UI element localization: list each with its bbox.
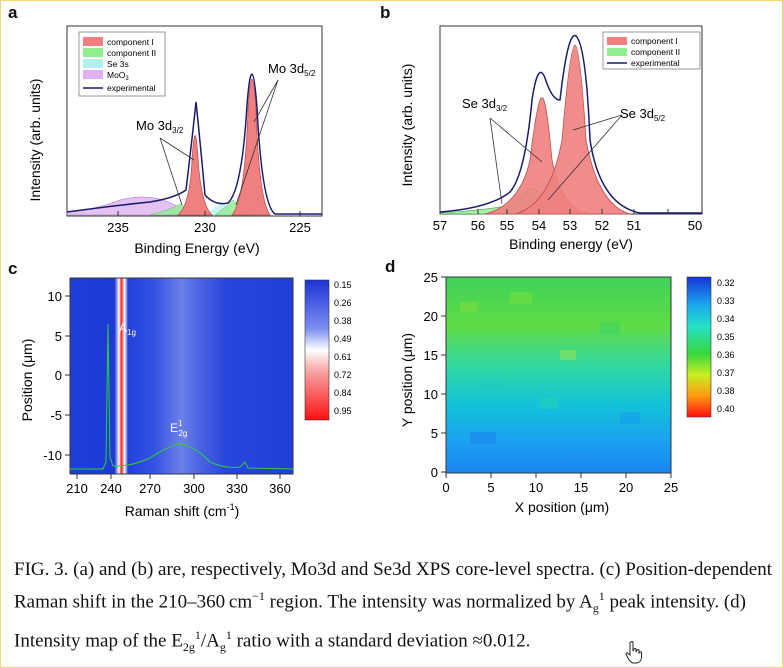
legend-a-component-ii: component II (107, 48, 156, 58)
panel-c-ylabel: Position (μm) (19, 339, 35, 422)
colorbar-c-label: 0.49 (334, 334, 352, 344)
legend-a-se3s: Se 3s (107, 59, 129, 69)
panel-d-xtick: 25 (664, 480, 678, 495)
panel-a-xtick: 225 (289, 220, 311, 235)
component-i-a-mo3d52 (231, 78, 271, 216)
panel-d-intensity-map: Y position (μm) 25 20 15 10 5 0 0 5 10 1… (399, 270, 735, 515)
panel-d-xtick: 5 (487, 480, 494, 495)
panel-d-ytick: 10 (424, 387, 438, 402)
annotation-se3d52: Se 3d5/2 (620, 106, 666, 123)
colorbar-d-label: 0.35 (717, 332, 735, 342)
panel-b-xtick: 57 (433, 218, 447, 233)
annotation-se3d32: Se 3d3/2 (462, 96, 508, 113)
panel-c-xtick: 360 (269, 481, 291, 496)
panel-c-ytick: -5 (50, 408, 62, 423)
panel-d-ytick: 15 (424, 348, 438, 363)
legend-b-component-i: component I (631, 36, 678, 46)
colorbar-c-label: 0.38 (334, 316, 352, 326)
panel-c-ytick: 10 (48, 289, 62, 304)
panel-c-xtick: 330 (226, 481, 248, 496)
panel-d-xtick: 15 (574, 480, 588, 495)
panel-d-xtick: 20 (619, 480, 633, 495)
panel-d-ylabel: Y position (μm) (399, 333, 415, 427)
panel-c-ytick: -10 (43, 448, 62, 463)
colorbar-d-label: 0.34 (717, 314, 735, 324)
colorbar-c-label: 0.72 (334, 370, 352, 380)
panel-b-xtick: 54 (532, 218, 546, 233)
colorbar-d-label: 0.38 (717, 386, 735, 396)
panel-c-letter: c (8, 259, 18, 278)
panel-c-xtick: 210 (66, 481, 88, 496)
heatmap-texture (460, 292, 640, 452)
annotation-mo3d32: Mo 3d3/2 (136, 118, 184, 135)
panel-b-xtick: 50 (688, 218, 702, 233)
panel-a-xtick: 230 (194, 220, 216, 235)
hand-pointer-icon (625, 641, 642, 664)
panel-b-xps-se3d: Intensity (arb. units) 57 56 55 54 53 52… (399, 25, 703, 252)
colorbar-c-label: 0.95 (334, 406, 352, 416)
panel-d-xtick: 10 (529, 480, 543, 495)
peak-e2g-label: E1 2g (170, 419, 187, 438)
colorbar-c-label: 0.15 (334, 280, 352, 290)
peak-a1g-label: A1g (119, 321, 136, 337)
panel-d-colorbar (686, 276, 712, 418)
panel-d-ytick: 20 (424, 309, 438, 324)
panel-c-xtick: 300 (183, 481, 205, 496)
panel-c-xtick: 270 (139, 481, 161, 496)
legend-b-experimental: experimental (631, 58, 680, 68)
panel-d-xtick: 0 (442, 480, 449, 495)
experimental-curve-a (66, 73, 322, 215)
panel-c-colorbar (304, 279, 330, 421)
panel-b-letter: b (380, 3, 391, 22)
panel-c-xtick: 240 (100, 481, 122, 496)
panel-b-xtick: 55 (500, 218, 514, 233)
panel-b-xtick: 52 (595, 218, 609, 233)
panel-d-letter: d (385, 257, 396, 276)
raman-spectrum-trace (70, 323, 294, 470)
panel-d-ytick: 5 (431, 426, 438, 441)
panel-c-raman-map: Position (μm) A1g E1 2g 10 5 0 -5 -10 210… (19, 277, 352, 519)
legend-a-experimental: experimental (107, 83, 156, 93)
component-i-b-se3d52 (514, 44, 631, 215)
figure-caption: FIG. 3. (a) and (b) are, respectively, M… (14, 559, 773, 655)
panel-a-xtick: 235 (107, 220, 129, 235)
colorbar-c-label: 0.84 (334, 388, 352, 398)
legend-a-component-i: component I (107, 37, 154, 47)
panel-b-xtick: 56 (471, 218, 485, 233)
colorbar-c-label: 0.26 (334, 298, 352, 308)
intensity-heatmap (446, 277, 671, 473)
component-i-a-mo3d32 (176, 135, 214, 216)
panel-a-ylabel: Intensity (arb. units) (27, 79, 43, 202)
colorbar-d-label: 0.32 (717, 278, 735, 288)
panel-b-xlabel: Binding energy (eV) (509, 236, 633, 252)
colorbar-d-label: 0.36 (717, 350, 735, 360)
colorbar-c-label: 0.61 (334, 352, 352, 362)
panel-a-xlabel: Binding Energy (eV) (134, 240, 259, 256)
colorbar-d-label: 0.33 (717, 296, 735, 306)
panel-c-ytick: 5 (55, 329, 62, 344)
panel-b-xtick: 51 (627, 218, 641, 233)
panel-d-xlabel: X position (μm) (515, 499, 609, 515)
panel-d-ytick: 0 (431, 465, 438, 480)
panel-b-xtick: 53 (563, 218, 577, 233)
annotation-mo3d52: Mo 3d5/2 (268, 61, 316, 78)
legend-a-moo3: MoO3 (107, 70, 129, 82)
panel-c-ytick: 0 (55, 368, 62, 383)
panel-d-ytick: 25 (424, 270, 438, 285)
panel-a-xps-mo3d: Intensity (arb. units) 235 230 225 Bindi… (27, 25, 323, 256)
colorbar-d-label: 0.37 (717, 368, 735, 378)
colorbar-d-label: 0.40 (717, 404, 735, 414)
panel-b-ylabel: Intensity (arb. units) (399, 64, 415, 187)
experimental-curve-b (439, 34, 702, 214)
panel-a-letter: a (8, 3, 18, 22)
legend-b-component-ii: component II (631, 47, 680, 57)
panel-c-xlabel: Raman shift (cm-1) (125, 502, 240, 519)
